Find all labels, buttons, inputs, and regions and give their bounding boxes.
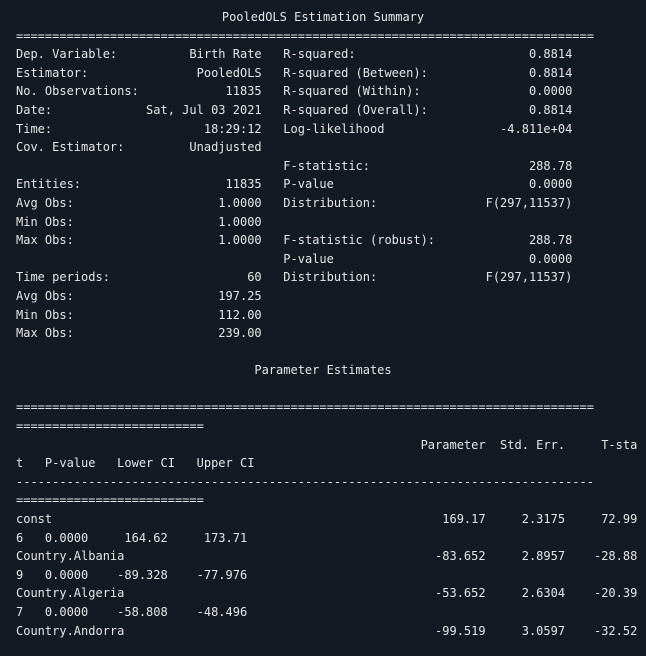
rule-line: ========================== — [16, 419, 204, 433]
param-estimates: const 169.17 2.3175 72.99 6 0.0000 164.6… — [16, 512, 637, 638]
param-title: Parameter Estimates — [16, 361, 630, 380]
rule-line: ----------------------------------------… — [16, 475, 594, 489]
terminal-output: PooledOLS Estimation Summary ============… — [0, 0, 646, 656]
rule-line: ========================================… — [16, 400, 594, 414]
rule-line: ========================== — [16, 493, 204, 507]
param-header-line1: Parameter Std. Err. T-sta — [16, 438, 637, 452]
rule-line: ========================================… — [16, 29, 594, 43]
summary-title: PooledOLS Estimation Summary — [16, 8, 630, 27]
summary-panels: Dep. Variable: Birth Rate R-squared: 0.8… — [16, 47, 572, 340]
param-header-line2: t P-value Lower CI Upper CI — [16, 456, 254, 470]
